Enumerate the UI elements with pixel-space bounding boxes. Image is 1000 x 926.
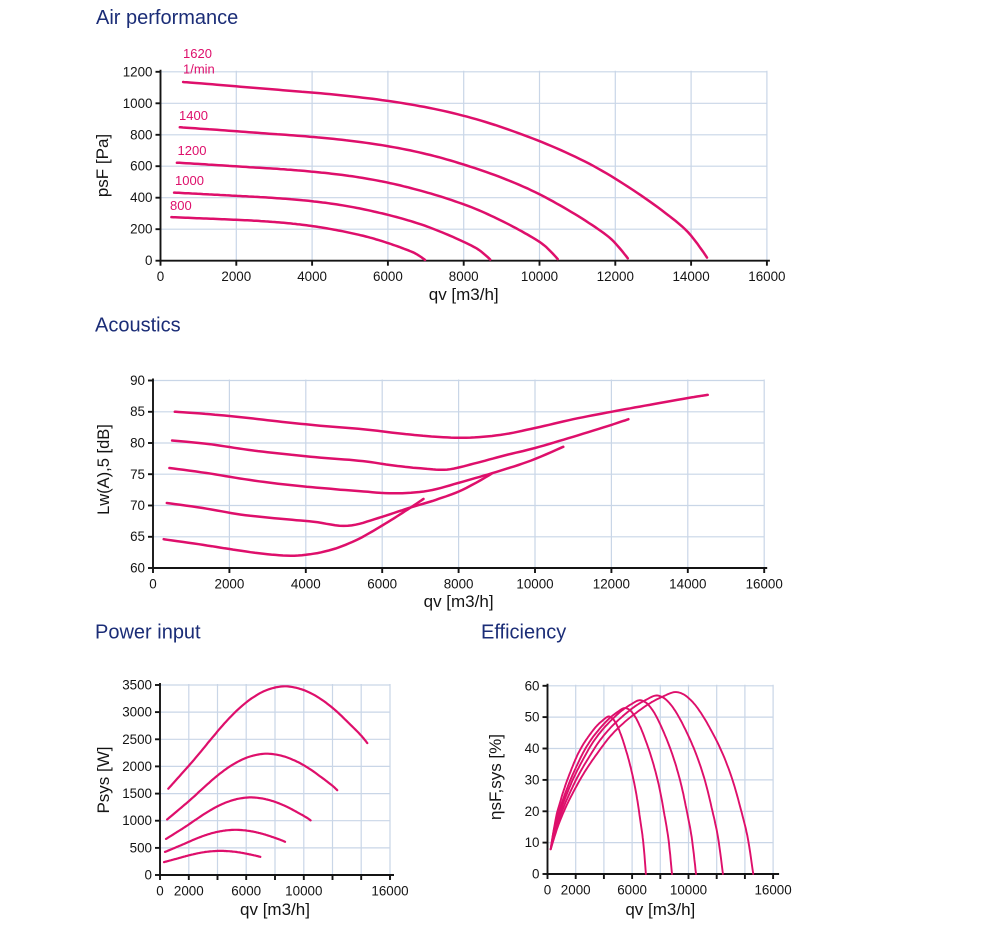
svg-text:400: 400 — [130, 190, 152, 205]
svg-text:10000: 10000 — [521, 269, 558, 284]
svg-text:30: 30 — [525, 772, 540, 787]
svg-text:1620: 1620 — [183, 46, 212, 61]
svg-text:10: 10 — [525, 835, 540, 850]
svg-text:Psys [W]: Psys [W] — [94, 746, 113, 813]
svg-text:1400: 1400 — [179, 108, 208, 123]
svg-text:12000: 12000 — [597, 269, 634, 284]
svg-text:0: 0 — [145, 253, 152, 268]
svg-text:10000: 10000 — [516, 577, 553, 592]
svg-text:0: 0 — [157, 269, 164, 284]
svg-text:6000: 6000 — [373, 269, 403, 284]
svg-text:8000: 8000 — [449, 269, 479, 284]
svg-text:500: 500 — [130, 840, 152, 855]
svg-text:600: 600 — [130, 159, 152, 174]
svg-text:0: 0 — [145, 868, 152, 883]
svg-text:800: 800 — [130, 127, 152, 142]
svg-text:0: 0 — [544, 883, 551, 898]
svg-text:50: 50 — [525, 710, 540, 725]
svg-text:16000: 16000 — [754, 883, 791, 898]
svg-text:200: 200 — [130, 222, 152, 237]
svg-text:2000: 2000 — [122, 759, 152, 774]
svg-text:Lw(A),5 [dB]: Lw(A),5 [dB] — [95, 424, 113, 515]
svg-text:3500: 3500 — [122, 678, 152, 693]
svg-text:12000: 12000 — [593, 577, 630, 592]
svg-text:1/min: 1/min — [183, 62, 215, 77]
svg-text:ηsF,sys [%]: ηsF,sys [%] — [486, 734, 505, 820]
svg-text:Air performance: Air performance — [96, 7, 238, 29]
svg-text:6000: 6000 — [617, 883, 647, 898]
svg-text:65: 65 — [130, 529, 145, 544]
svg-text:85: 85 — [130, 404, 145, 419]
svg-text:1500: 1500 — [122, 786, 152, 801]
svg-text:6000: 6000 — [367, 577, 397, 592]
svg-text:8000: 8000 — [444, 577, 474, 592]
svg-text:60: 60 — [130, 561, 145, 576]
svg-text:qv [m3/h]: qv [m3/h] — [625, 900, 695, 919]
svg-text:qv [m3/h]: qv [m3/h] — [424, 592, 494, 611]
svg-text:4000: 4000 — [297, 269, 327, 284]
svg-text:1200: 1200 — [178, 143, 207, 158]
svg-text:2000: 2000 — [221, 269, 251, 284]
svg-text:40: 40 — [525, 741, 540, 756]
svg-text:60: 60 — [525, 678, 540, 693]
svg-text:75: 75 — [130, 467, 145, 482]
svg-text:psF [Pa]: psF [Pa] — [93, 134, 112, 197]
svg-text:2000: 2000 — [561, 883, 591, 898]
svg-text:800: 800 — [170, 198, 192, 213]
svg-text:0: 0 — [149, 577, 156, 592]
svg-text:6000: 6000 — [231, 884, 261, 899]
svg-text:16000: 16000 — [748, 269, 785, 284]
svg-text:70: 70 — [130, 498, 145, 513]
svg-text:4000: 4000 — [291, 577, 321, 592]
svg-text:qv [m3/h]: qv [m3/h] — [240, 900, 310, 919]
svg-text:qv [m3/h]: qv [m3/h] — [429, 285, 499, 304]
svg-text:3000: 3000 — [122, 705, 152, 720]
svg-text:2500: 2500 — [122, 732, 152, 747]
svg-text:1000: 1000 — [123, 96, 153, 111]
svg-text:Efficiency: Efficiency — [481, 622, 566, 644]
svg-text:Power input: Power input — [95, 622, 201, 644]
svg-text:16000: 16000 — [746, 577, 783, 592]
svg-text:14000: 14000 — [669, 577, 706, 592]
svg-text:14000: 14000 — [672, 269, 709, 284]
svg-text:10000: 10000 — [285, 884, 322, 899]
svg-text:0: 0 — [532, 867, 539, 882]
svg-text:2000: 2000 — [174, 884, 204, 899]
svg-text:16000: 16000 — [371, 884, 408, 899]
svg-text:1000: 1000 — [175, 173, 204, 188]
svg-text:1000: 1000 — [122, 813, 152, 828]
svg-text:10000: 10000 — [670, 883, 707, 898]
svg-text:2000: 2000 — [215, 577, 245, 592]
svg-text:20: 20 — [525, 804, 540, 819]
svg-text:80: 80 — [130, 436, 145, 451]
svg-text:1200: 1200 — [123, 64, 153, 79]
svg-text:0: 0 — [156, 884, 163, 899]
svg-text:90: 90 — [130, 373, 145, 388]
svg-text:Acoustics: Acoustics — [95, 315, 181, 337]
